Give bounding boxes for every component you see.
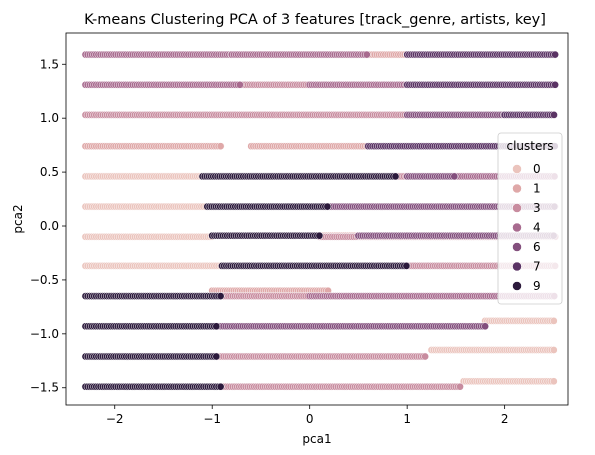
data-point <box>362 50 371 59</box>
legend: clusters 0 1 3 4 6 7 9 <box>497 132 563 305</box>
x-axis-label: pca1 <box>302 432 331 446</box>
legend-title: clusters <box>506 139 553 153</box>
data-point <box>549 317 558 325</box>
scatter-points <box>81 50 560 391</box>
data-point <box>549 377 558 386</box>
legend-marker <box>512 261 522 272</box>
data-point <box>236 80 244 89</box>
x-tick-label: −1 <box>203 412 221 426</box>
legend-label: 1 <box>533 182 541 196</box>
data-point <box>551 80 559 89</box>
data-point <box>421 352 429 361</box>
legend-label: 6 <box>533 240 541 254</box>
y-axis-label: pca2 <box>11 204 25 233</box>
legend-box <box>497 132 563 305</box>
data-point <box>216 382 225 391</box>
y-axis-ticks: −1.5 −1.0 −0.5 0.0 0.5 1.0 1.5 <box>30 57 66 395</box>
x-tick-label: −2 <box>106 412 124 426</box>
data-point <box>391 172 400 181</box>
y-tick-label: −0.5 <box>30 273 59 287</box>
x-tick-label: 1 <box>403 412 411 426</box>
legend-marker <box>512 222 522 233</box>
chart-title: K-means Clustering PCA of 3 features [tr… <box>84 12 546 28</box>
y-tick-label: 1.5 <box>40 57 59 71</box>
legend-label: 4 <box>533 221 541 235</box>
y-tick-label: −1.0 <box>30 327 59 341</box>
data-point <box>456 382 464 391</box>
data-point <box>549 346 558 354</box>
data-point <box>212 322 221 331</box>
legend-marker <box>512 164 522 174</box>
data-point <box>550 111 558 119</box>
y-tick-label: −1.5 <box>30 381 59 395</box>
data-point <box>216 292 225 300</box>
y-tick-label: 0.0 <box>40 219 59 233</box>
data-point <box>212 352 221 361</box>
x-tick-label: 0 <box>306 412 314 426</box>
y-tick-label: 1.0 <box>40 111 59 125</box>
legend-marker <box>512 183 522 194</box>
data-point <box>315 231 324 240</box>
legend-label: 7 <box>533 260 541 274</box>
legend-marker <box>512 203 522 213</box>
x-tick-label: 2 <box>501 412 509 426</box>
legend-marker <box>512 281 522 291</box>
y-tick-label: 0.5 <box>40 165 59 179</box>
data-point <box>450 172 459 181</box>
data-point <box>481 322 489 331</box>
legend-label: 9 <box>533 279 541 293</box>
legend-label: 3 <box>533 201 541 215</box>
data-point <box>551 50 559 59</box>
legend-label: 0 <box>533 162 541 176</box>
data-point <box>216 142 225 151</box>
x-axis-ticks: −2 −1 0 1 2 <box>106 405 509 426</box>
data-point <box>402 262 411 270</box>
legend-marker <box>512 242 522 252</box>
data-point <box>323 202 332 211</box>
